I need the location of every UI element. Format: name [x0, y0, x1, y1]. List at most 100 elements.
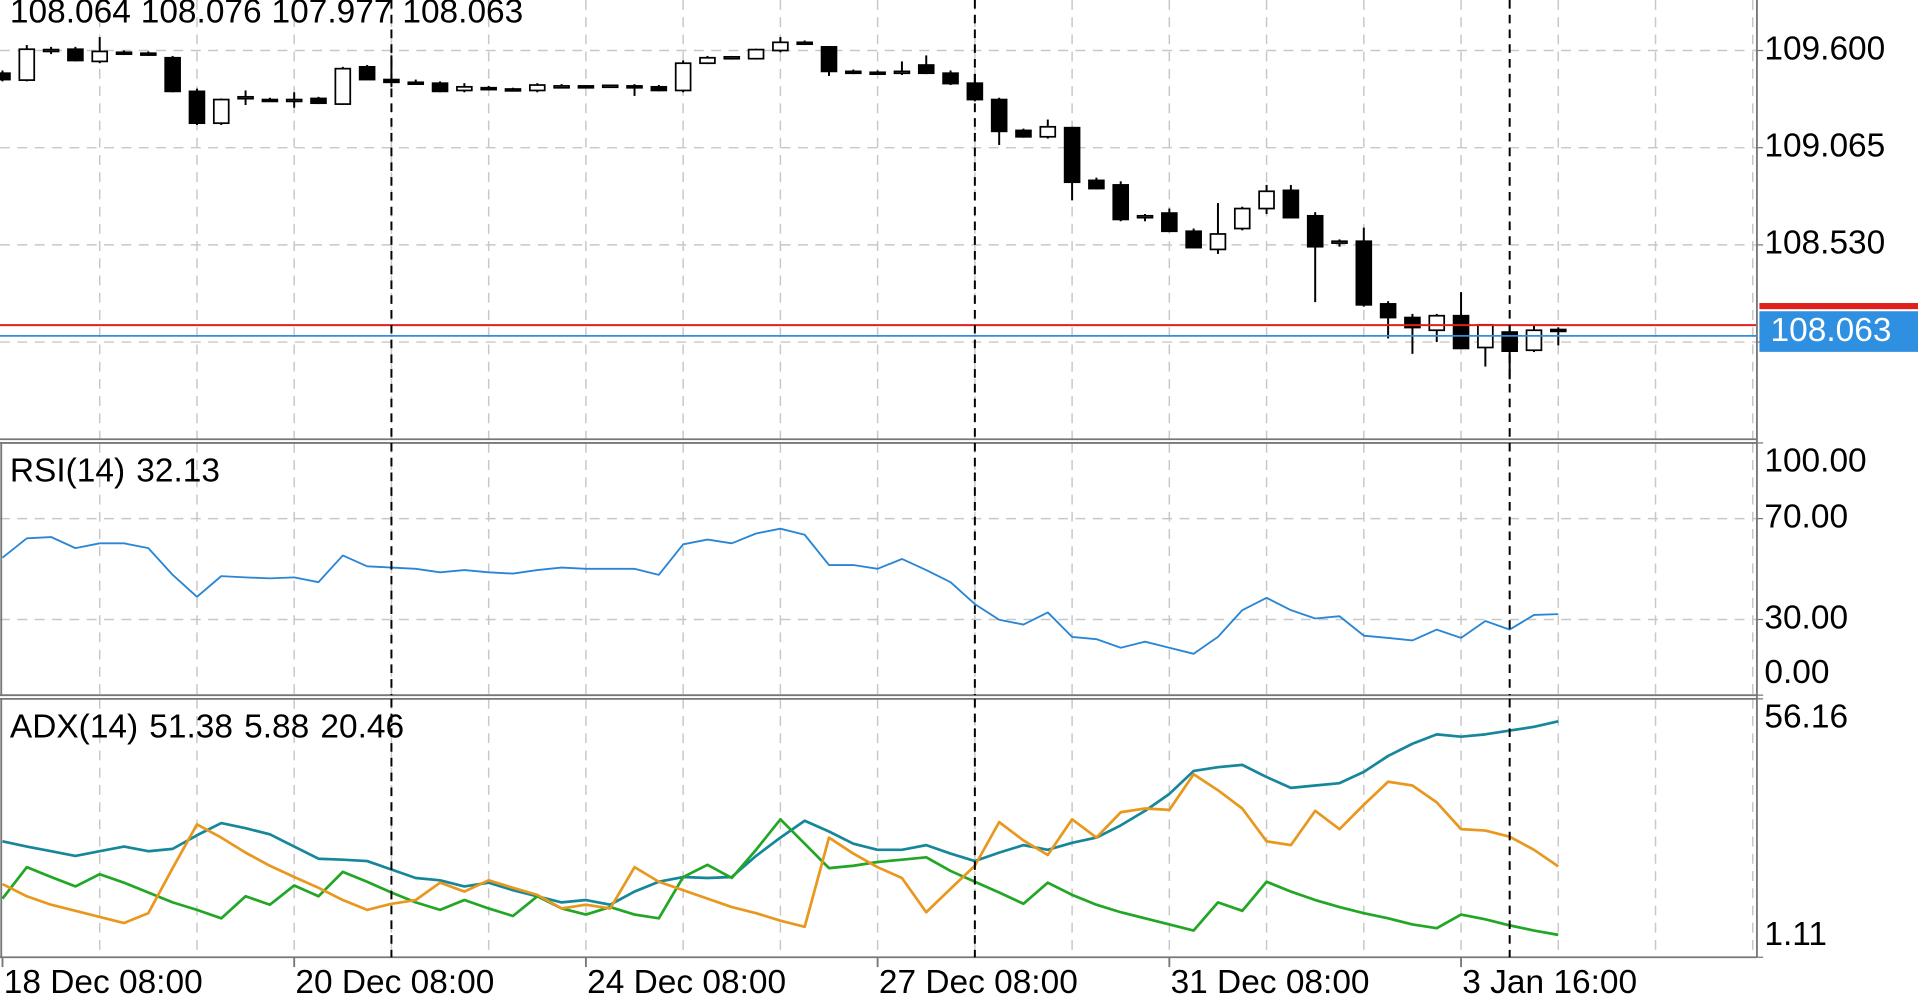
- candle-body: [1112, 184, 1130, 221]
- indicator-value: 5.88: [244, 708, 309, 745]
- candle-body: [164, 56, 181, 93]
- frame-layer: [0, 0, 1764, 968]
- candle-body: [772, 41, 789, 52]
- candle-body: [334, 67, 352, 105]
- candle-body: [285, 98, 303, 103]
- y-tick-label: 56.16: [1764, 698, 1848, 735]
- candle-body: [18, 48, 36, 81]
- candle-body: [1136, 214, 1154, 219]
- candle-body: [723, 55, 741, 60]
- candle-body: [1209, 233, 1227, 251]
- candle-body: [1379, 303, 1397, 319]
- indicator-line: [1, 772, 1560, 929]
- candle-body: [845, 70, 862, 75]
- ohlc-low: 107.977: [272, 0, 393, 30]
- ohlc-close: 108.063: [402, 0, 523, 30]
- candle-body: [577, 85, 595, 89]
- candle-body: [407, 81, 425, 85]
- candle-body: [1233, 207, 1251, 230]
- ohlc-high: 108.076: [141, 0, 262, 30]
- candle-body: [990, 98, 1008, 133]
- candle-body: [942, 72, 959, 85]
- x-tick-label: 18 Dec 08:00: [4, 964, 203, 1001]
- ohlc-open: 108.064: [10, 0, 131, 30]
- indicator-value: 32.13: [136, 452, 220, 489]
- candle-body: [1161, 212, 1178, 233]
- candle-body: [504, 88, 522, 92]
- candle-body: [480, 86, 497, 91]
- candle-body: [140, 52, 157, 56]
- candle-body: [747, 48, 765, 60]
- price-tag: [1759, 311, 1918, 352]
- candle-body: [528, 84, 546, 92]
- x-tick-label: 31 Dec 08:00: [1171, 964, 1370, 1001]
- candle-body: [358, 65, 376, 81]
- candle-body: [1039, 125, 1057, 138]
- candle-body: [1452, 314, 1470, 350]
- candle-body: [650, 85, 668, 92]
- indicator-line: [2, 719, 1559, 907]
- candle-body: [1355, 240, 1373, 306]
- indicator-line: [1, 527, 1559, 655]
- candle-body: [796, 41, 813, 46]
- ask-tag: [1759, 303, 1918, 310]
- candle-body: [91, 50, 109, 63]
- x-tick-label: 27 Dec 08:00: [879, 964, 1078, 1001]
- candle-body: [261, 98, 279, 103]
- candle-body: [626, 85, 643, 89]
- candle-body: [212, 98, 230, 125]
- text-layer: RSI(14) 32.13 ADX(14) 51.38 5.88 20.46 108.0…: [4, 0, 1918, 1001]
- candle-body: [1088, 179, 1105, 190]
- candle-body: [553, 85, 570, 89]
- y-tick-label: 70.00: [1764, 498, 1848, 535]
- indicator-line: [1, 817, 1559, 937]
- candle-body: [1525, 329, 1543, 352]
- indicator-title: ADX(14) 51.38 5.88 20.46: [10, 708, 404, 745]
- candle-body: [42, 48, 60, 53]
- candle-body: [1331, 240, 1348, 244]
- candle-body: [674, 62, 692, 92]
- candle-body: [1428, 314, 1446, 332]
- y-tick-label: 1.11: [1764, 916, 1827, 953]
- candle-body: [1282, 189, 1300, 219]
- candle-body: [1258, 190, 1275, 210]
- candle-body: [917, 64, 935, 75]
- x-tick-label: 24 Dec 08:00: [587, 964, 786, 1001]
- y-tick-label: 100.00: [1764, 442, 1866, 479]
- candle-body: [820, 46, 838, 73]
- candle-body: [431, 82, 449, 93]
- candle-body: [456, 85, 473, 92]
- candle-body: [0, 72, 11, 81]
- marks-layer: [0, 37, 1757, 937]
- candle-body: [1185, 230, 1202, 249]
- price-tag-label: 108.063: [1771, 312, 1892, 349]
- indicator-name: RSI(14): [10, 452, 125, 489]
- candle-body: [1549, 328, 1567, 333]
- candle-body: [893, 70, 911, 75]
- y-tick-label: 109.600: [1764, 30, 1885, 67]
- candle-body: [310, 97, 327, 105]
- indicator-title: RSI(14) 32.13: [10, 452, 220, 489]
- candle-body: [188, 90, 206, 125]
- y-tick-label: 30.00: [1764, 599, 1848, 636]
- candle-body: [869, 71, 886, 76]
- candle-body: [1306, 214, 1324, 248]
- candle-body: [699, 56, 716, 65]
- candle-body: [1015, 129, 1032, 138]
- indicator-name: ADX(14): [10, 708, 138, 745]
- indicator-value: 51.38: [149, 708, 233, 745]
- x-tick-label: 3 Jan 16:00: [1462, 964, 1637, 1001]
- y-tick-label: 108.530: [1764, 225, 1885, 262]
- ohlc-header: 108.064 108.076 107.977 108.063: [10, 0, 523, 30]
- candle-body: [1404, 316, 1421, 329]
- y-tick-label: 0.00: [1764, 654, 1829, 691]
- candle-body: [237, 95, 254, 100]
- candle-body: [601, 84, 619, 89]
- candle-body: [1063, 126, 1081, 184]
- x-tick-label: 20 Dec 08:00: [295, 964, 494, 1001]
- y-tick-label: 109.065: [1764, 128, 1885, 165]
- indicator-value: 20.46: [320, 708, 404, 745]
